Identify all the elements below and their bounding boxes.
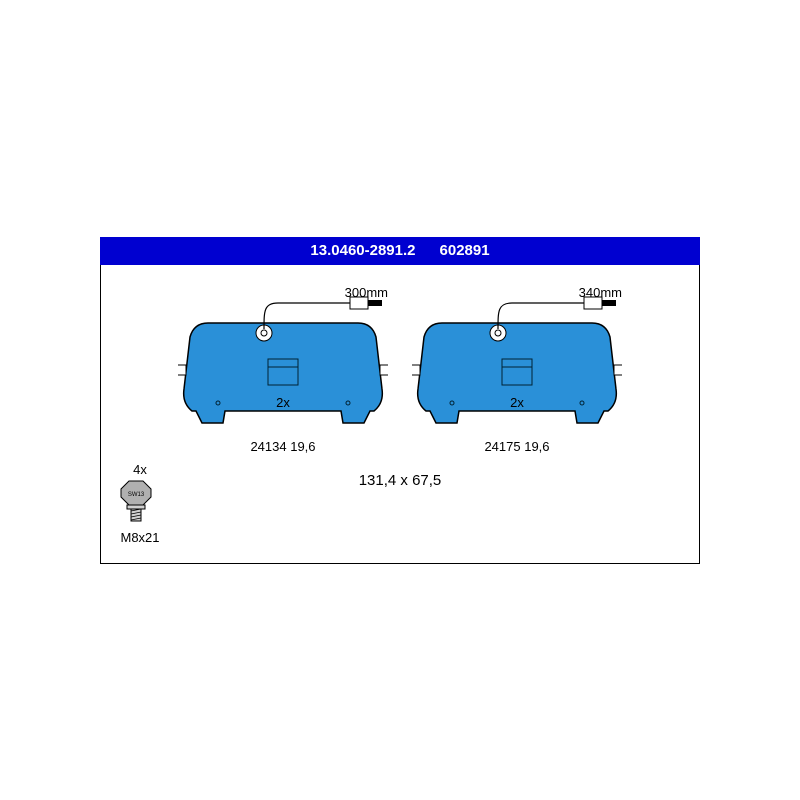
pads-row: 300mm 2x 241 <box>115 315 685 454</box>
pad-qty-left: 2x <box>276 395 290 410</box>
bolt-qty: 4x <box>115 462 165 477</box>
product-diagram-card: 13.0460-2891.2 602891 300mm <box>100 237 700 564</box>
part-number: 13.0460-2891.2 <box>310 242 415 259</box>
bolt-spec: M8x21 <box>115 530 165 545</box>
header-bar: 13.0460-2891.2 602891 <box>100 237 700 265</box>
bolt-block: 4x SW13 M8x21 <box>115 462 165 545</box>
pad-code-right: 24175 19,6 <box>412 439 622 454</box>
pad-shape-right <box>412 315 622 430</box>
pad-qty-right: 2x <box>510 395 524 410</box>
brake-pad-left: 300mm 2x 241 <box>178 315 388 454</box>
wire-length-right: 340mm <box>579 285 622 300</box>
pad-dimensions: 131,4 x 67,5 <box>115 472 685 489</box>
pad-shape-left <box>178 315 388 430</box>
pad-code-left: 24134 19,6 <box>178 439 388 454</box>
bolt-head-label: SW13 <box>128 492 145 498</box>
short-code: 602891 <box>440 242 490 259</box>
brake-pad-right: 340mm 2x 24175 19,6 <box>412 315 622 454</box>
wire-length-left: 300mm <box>345 285 388 300</box>
diagram-content: 300mm 2x 241 <box>100 265 700 564</box>
bolt-icon: SW13 <box>115 479 165 523</box>
